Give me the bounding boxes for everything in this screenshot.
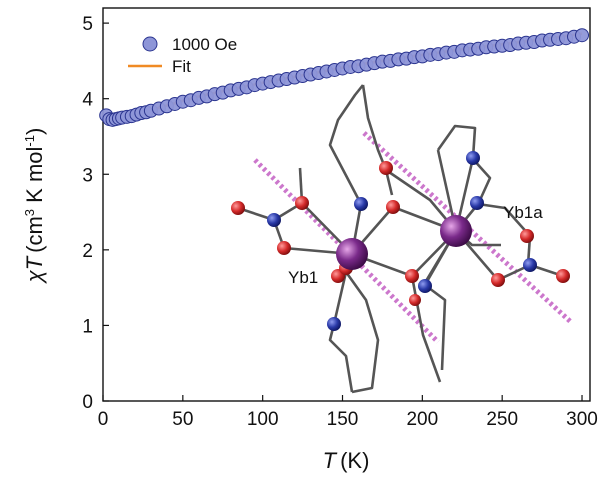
x-tick-label: 150 (327, 409, 359, 430)
molecule-bonds (237, 84, 564, 394)
x-tick-label: 300 (566, 409, 598, 430)
y-tick-label: 0 (82, 392, 93, 413)
x-tick-label: 0 (98, 409, 109, 430)
oxygen-atoms (231, 161, 570, 306)
legend-label-fit: Fit (172, 57, 191, 76)
legend-marker-points (142, 36, 158, 52)
x-axis-label: T (K) (323, 448, 370, 473)
y-tick-label: 1 (82, 316, 93, 337)
ytterbium-atoms (336, 215, 472, 270)
y-axis-label: χT(cm3 K mol-1) (22, 128, 47, 285)
atom-label-yb1: Yb1 (288, 268, 318, 287)
atom-label-yb1a: Yb1a (503, 203, 543, 222)
y-tick-label: 2 (82, 241, 93, 262)
legend-label-points: 1000 Oe (172, 35, 237, 54)
x-tick-label: 200 (406, 409, 438, 430)
data-points-series (99, 28, 590, 127)
x-tick-label: 50 (172, 409, 193, 430)
x-tick-label: 100 (247, 409, 279, 430)
molecular-structure-inset: Yb1 Yb1a (231, 84, 574, 394)
y-tick-label: 4 (82, 90, 93, 111)
y-tick-label: 5 (82, 14, 93, 35)
legend: 1000 Oe Fit (128, 35, 237, 76)
y-axis-ticks: 0 1 2 3 4 5 (82, 14, 109, 413)
plot-frame (102, 7, 591, 402)
y-tick-label: 3 (82, 165, 93, 186)
nitrogen-atoms (267, 151, 537, 331)
x-axis-ticks: 0 50 100 150 200 250 300 (98, 395, 598, 430)
data-point (575, 28, 590, 43)
x-tick-label: 250 (486, 409, 518, 430)
